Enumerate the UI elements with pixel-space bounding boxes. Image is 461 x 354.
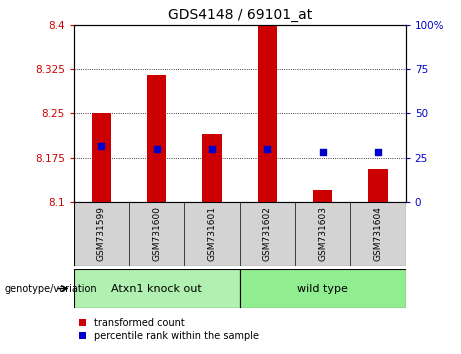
Text: GSM731601: GSM731601 [207,206,217,261]
Point [319,149,326,154]
Legend: transformed count, percentile rank within the sample: transformed count, percentile rank withi… [79,318,259,341]
Text: genotype/variation: genotype/variation [5,284,97,293]
Text: Atxn1 knock out: Atxn1 knock out [112,284,202,293]
Bar [240,269,406,308]
Text: GSM731602: GSM731602 [263,206,272,261]
Bar [258,25,277,202]
Bar [92,113,111,202]
Bar [202,134,222,202]
Point [98,143,105,149]
Text: wild type: wild type [297,284,348,293]
Point [264,146,271,152]
Text: GSM731604: GSM731604 [373,206,383,261]
Text: GSM731603: GSM731603 [318,206,327,261]
Bar [147,75,166,202]
Point [208,146,216,152]
Text: GSM731599: GSM731599 [97,206,106,261]
Bar [313,190,332,202]
Point [153,146,160,152]
Text: GSM731600: GSM731600 [152,206,161,261]
Bar [74,269,240,308]
Point [374,149,382,154]
Title: GDS4148 / 69101_at: GDS4148 / 69101_at [168,8,312,22]
Bar [368,169,388,202]
